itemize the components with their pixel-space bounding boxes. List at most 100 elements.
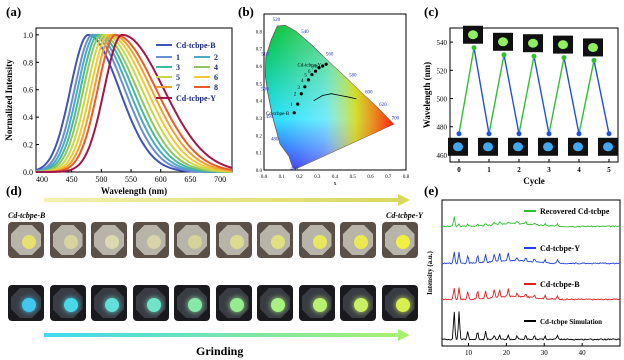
sample-glow — [558, 40, 568, 50]
cycle-segment — [563, 57, 580, 134]
grinding-start-label: Cd-tcbpe-B — [8, 211, 46, 220]
spectrum-line — [36, 33, 233, 173]
cycle-point — [501, 52, 507, 58]
mortar-bowl — [384, 225, 415, 255]
cie-point-label: 5 — [304, 74, 307, 79]
mortar-bowl — [135, 288, 166, 318]
luminescent-powder-spot — [146, 298, 161, 312]
y-tick-label: 0.0 — [256, 169, 263, 174]
legend-label: Recovered Cd-tcbpe — [540, 207, 610, 216]
mortar-bowl — [11, 225, 41, 255]
x-tick-label: 550 — [125, 175, 137, 184]
wavelength-label: 620 — [379, 103, 387, 108]
uv-sample-photo — [49, 285, 86, 321]
emission-spectra-chart: 400 450 500 550 600 650 700 0.0 0.2 0.4 0.6 0.8 1.0 W… — [4, 27, 233, 196]
cycle-point — [591, 57, 597, 63]
cycle-point — [516, 131, 522, 137]
uv-sample-photo — [91, 285, 127, 321]
cie-point-label: 4 — [301, 79, 304, 84]
x-tick-label: 0.4 — [332, 175, 339, 180]
y-axis-label: Intensity (a.u.) — [426, 250, 434, 294]
luminescent-powder-spot — [271, 298, 285, 312]
wavelength-label: 600 — [365, 91, 373, 96]
x-tick-label: 30 — [541, 349, 549, 357]
x-tick-label: 0.7 — [385, 175, 392, 180]
bottom-arrow-head — [398, 329, 410, 341]
y-tick-label: 0.3 — [256, 117, 263, 122]
y-tick-label: 480 — [437, 124, 448, 132]
cycle-point — [606, 131, 612, 137]
cycle-segment — [578, 60, 595, 134]
uv-sample-photo — [298, 285, 335, 321]
mortar-bowl — [52, 288, 83, 318]
cycle-point — [546, 131, 552, 137]
daylight-sample-photo — [8, 222, 44, 258]
cie-point — [324, 62, 328, 66]
sample-glow — [528, 38, 538, 48]
uv-sample-photo — [174, 285, 210, 321]
y-tick-label: 0.6 — [256, 65, 263, 70]
cie-point — [313, 69, 318, 73]
cie-point — [317, 66, 321, 70]
cycle-segment — [488, 54, 505, 134]
legend-label: 5 — [176, 73, 180, 82]
x-tick-label: 0.8 — [403, 175, 410, 180]
mortar-bowl — [177, 288, 207, 318]
y-tick-label: 0.7 — [256, 48, 263, 53]
sample-glow — [543, 142, 553, 152]
y-tick-label: 500 — [437, 96, 448, 104]
cie-point — [303, 85, 307, 89]
spectrum-line — [36, 33, 233, 173]
daylight-sample-photo — [381, 222, 418, 258]
mortar-bowl — [135, 225, 166, 255]
daylight-sample-photo — [340, 222, 376, 258]
wavelength-label: 510 — [261, 53, 269, 58]
cie-point — [299, 92, 303, 96]
x-tick-label: 1 — [487, 166, 491, 174]
bottom-gradient-arrow — [44, 333, 398, 337]
x-tick-label: 400 — [36, 175, 48, 184]
sample-glow — [513, 142, 523, 152]
x-tick-label: 0.2 — [296, 175, 303, 180]
daylight-sample-photo — [132, 222, 169, 258]
y-tick-label: 540 — [437, 39, 448, 47]
x-tick-label: 0.3 — [314, 175, 321, 180]
y-tick-label: 0.4 — [256, 100, 263, 105]
uv-sample-photo — [257, 285, 293, 321]
y-tick-label: 0.8 — [256, 30, 263, 35]
luminescent-powder-spot — [229, 298, 244, 312]
cie-point — [310, 73, 314, 77]
spectrum-line — [36, 33, 232, 173]
powder-spot — [354, 235, 368, 249]
powder-spot — [229, 235, 244, 249]
x-tick-label: 0.6 — [367, 175, 374, 180]
y-tick-label: 0.4 — [23, 113, 33, 122]
mortar-bowl — [11, 288, 41, 318]
spectrum-line — [36, 33, 233, 173]
x-tick-label: 10 — [465, 349, 473, 357]
daylight-sample-photo — [298, 222, 335, 258]
cie-point — [320, 64, 325, 68]
mortar-bowl — [218, 225, 249, 255]
panel-label-a: (a) — [6, 4, 22, 19]
uv-sample-photo — [215, 285, 252, 321]
powder-spot — [312, 235, 327, 249]
pxrd-pattern — [441, 216, 621, 228]
x-tick-label: 500 — [95, 175, 107, 184]
cycle-point — [456, 131, 462, 137]
powder-spot — [105, 235, 119, 249]
cie-point-label: Cd-tcbpe-Y — [298, 63, 322, 68]
daylight-sample-photo — [257, 222, 293, 258]
cycle-point — [486, 131, 492, 137]
panel-label-c: (c) — [424, 4, 439, 19]
y-tick-label: 0.8 — [23, 58, 33, 67]
mortar-bowl — [218, 288, 249, 318]
y-tick-label: 0.2 — [256, 134, 263, 139]
mortar-bowl — [343, 288, 373, 318]
x-tick-label: 0.1 — [279, 175, 286, 180]
mortar-bowl — [260, 288, 290, 318]
x-tick-label: 5 — [607, 166, 611, 174]
luminescent-powder-spot — [63, 298, 78, 312]
daylight-sample-photo — [174, 222, 210, 258]
cycle-point — [531, 53, 537, 59]
